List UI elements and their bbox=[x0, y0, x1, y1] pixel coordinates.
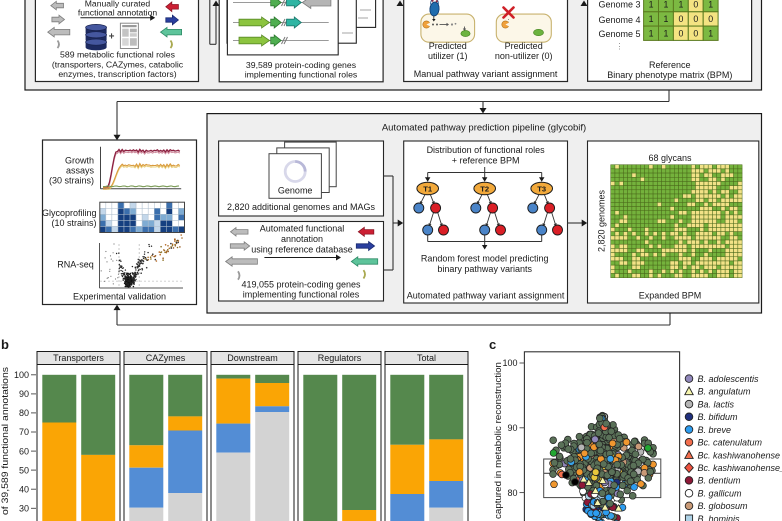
svg-text:Genome 5: Genome 5 bbox=[598, 29, 640, 39]
svg-text:Regulators: Regulators bbox=[318, 353, 362, 363]
svg-text:1: 1 bbox=[649, 0, 654, 10]
svg-text:60: 60 bbox=[19, 446, 29, 456]
svg-text:Reference: Reference bbox=[649, 60, 691, 70]
svg-text:functional annotation: functional annotation bbox=[78, 8, 158, 18]
svg-text:2,820 additional genomes and M: 2,820 additional genomes and MAGs bbox=[227, 202, 376, 212]
svg-text:40: 40 bbox=[19, 484, 29, 494]
svg-text:90: 90 bbox=[507, 423, 517, 433]
svg-text:Automated pathway variant assi: Automated pathway variant assignment bbox=[407, 291, 565, 301]
svg-text:68 glycans: 68 glycans bbox=[648, 153, 692, 163]
svg-text:Ba. lactis: Ba. lactis bbox=[698, 399, 735, 409]
svg-text:CAZymes: CAZymes bbox=[146, 353, 186, 363]
svg-text:Bc. kashiwanohense: Bc. kashiwanohense bbox=[698, 450, 781, 460]
svg-text:Automated functional: Automated functional bbox=[260, 224, 345, 234]
svg-text:Predicted: Predicted bbox=[505, 41, 543, 51]
svg-text:B. dentium: B. dentium bbox=[698, 476, 742, 486]
svg-text:annotation: annotation bbox=[281, 234, 323, 244]
svg-text:80: 80 bbox=[507, 488, 517, 498]
svg-text:B. angulatum: B. angulatum bbox=[698, 387, 752, 397]
svg-text:1: 1 bbox=[664, 0, 669, 10]
svg-text:using reference database: using reference database bbox=[251, 245, 353, 255]
svg-text:utilizer (1): utilizer (1) bbox=[428, 51, 468, 61]
svg-text:Distribution of functional rol: Distribution of functional roles bbox=[427, 145, 546, 155]
svg-text:(30 strains): (30 strains) bbox=[49, 176, 94, 186]
svg-text:1: 1 bbox=[664, 29, 669, 39]
svg-text:(10 strains): (10 strains) bbox=[51, 218, 96, 228]
svg-text:50: 50 bbox=[19, 465, 29, 475]
svg-text:1: 1 bbox=[708, 0, 713, 10]
svg-text:T3: T3 bbox=[537, 185, 546, 194]
svg-text:2,820 genomes: 2,820 genomes bbox=[597, 189, 607, 252]
svg-text:30: 30 bbox=[19, 504, 29, 514]
svg-text:+: + bbox=[109, 32, 115, 43]
svg-text:Random forest model predicting: Random forest model predicting bbox=[421, 254, 549, 264]
svg-text:(transporters, CAZymes, catabo: (transporters, CAZymes, catabolic bbox=[52, 60, 184, 70]
svg-text:Total: Total bbox=[417, 353, 436, 363]
svg-text:0: 0 bbox=[693, 14, 698, 24]
svg-text:39,589 protein-coding genes: 39,589 protein-coding genes bbox=[246, 60, 357, 70]
svg-text:binary pathway variants: binary pathway variants bbox=[437, 264, 532, 274]
svg-text:1: 1 bbox=[649, 14, 654, 24]
svg-text:⋮: ⋮ bbox=[616, 42, 624, 51]
svg-text:assays: assays bbox=[66, 166, 95, 176]
svg-text:Genome 4: Genome 4 bbox=[598, 15, 640, 25]
svg-text:Downstream: Downstream bbox=[227, 353, 278, 363]
svg-text:0: 0 bbox=[693, 29, 698, 39]
svg-text:Bc. kashiwanohense_A: Bc. kashiwanohense_A bbox=[698, 463, 782, 473]
svg-text:of 39,589 functional annotatio: of 39,589 functional annotations bbox=[0, 366, 10, 515]
svg-text:589 metabolic functional roles: 589 metabolic functional roles bbox=[60, 50, 176, 60]
svg-text:+ reference BPM: + reference BPM bbox=[452, 156, 520, 166]
svg-text:Manually curated: Manually curated bbox=[85, 0, 151, 9]
svg-text:0: 0 bbox=[678, 29, 683, 39]
svg-text:Automated pathway prediction p: Automated pathway prediction pipeline (g… bbox=[382, 123, 586, 134]
svg-text:0: 0 bbox=[693, 0, 698, 10]
svg-text:Manual pathway variant assignm: Manual pathway variant assignment bbox=[414, 69, 558, 79]
svg-text:Predicted: Predicted bbox=[429, 41, 467, 51]
svg-text:implementing functional roles: implementing functional roles bbox=[243, 290, 360, 300]
svg-text:Transporters: Transporters bbox=[53, 353, 104, 363]
svg-text:non-utilizer (0): non-utilizer (0) bbox=[495, 51, 553, 61]
svg-text:RNA-seq: RNA-seq bbox=[57, 260, 94, 270]
svg-text:Growth: Growth bbox=[65, 156, 94, 166]
svg-text:Genome: Genome bbox=[278, 186, 313, 196]
svg-text:Bc. catenulatum: Bc. catenulatum bbox=[698, 438, 763, 448]
svg-text:0: 0 bbox=[678, 14, 683, 24]
svg-text:70: 70 bbox=[19, 427, 29, 437]
svg-text:enzymes, transcription factors: enzymes, transcription factors) bbox=[58, 69, 176, 79]
svg-text:1: 1 bbox=[678, 0, 683, 10]
svg-text:1: 1 bbox=[708, 29, 713, 39]
svg-text:B. breve: B. breve bbox=[698, 425, 732, 435]
svg-text:T2: T2 bbox=[480, 185, 489, 194]
svg-text:Experimental validation: Experimental validation bbox=[73, 292, 166, 302]
svg-text:T1: T1 bbox=[423, 185, 433, 194]
svg-text:c: c bbox=[489, 337, 496, 352]
svg-text:90: 90 bbox=[19, 389, 29, 399]
svg-text:Expanded BPM: Expanded BPM bbox=[639, 291, 702, 301]
svg-text:b: b bbox=[1, 337, 9, 352]
svg-text:0: 0 bbox=[708, 14, 713, 24]
svg-text:implementing functional roles: implementing functional roles bbox=[245, 70, 358, 80]
svg-text:1: 1 bbox=[649, 29, 654, 39]
svg-text:B. globosum: B. globosum bbox=[698, 501, 749, 511]
svg-text:419,055 protein-coding genes: 419,055 protein-coding genes bbox=[241, 280, 361, 290]
svg-text:Glycoprofiling: Glycoprofiling bbox=[42, 208, 97, 218]
svg-text:1: 1 bbox=[664, 14, 669, 24]
svg-text:B. gallicum: B. gallicum bbox=[698, 489, 743, 499]
svg-text:B. hominis: B. hominis bbox=[698, 514, 741, 521]
svg-text:B. adolescentis: B. adolescentis bbox=[698, 374, 760, 384]
svg-text:100: 100 bbox=[502, 358, 517, 368]
svg-text:B. bifidum: B. bifidum bbox=[698, 412, 739, 422]
svg-text:100: 100 bbox=[14, 370, 29, 380]
svg-text:80: 80 bbox=[19, 408, 29, 418]
svg-text:Genome 3: Genome 3 bbox=[598, 0, 640, 10]
svg-text:Binary phenotype matrix (BPM): Binary phenotype matrix (BPM) bbox=[607, 70, 732, 80]
svg-text:captured in metabolic reconstr: captured in metabolic reconstruction bbox=[493, 362, 503, 519]
